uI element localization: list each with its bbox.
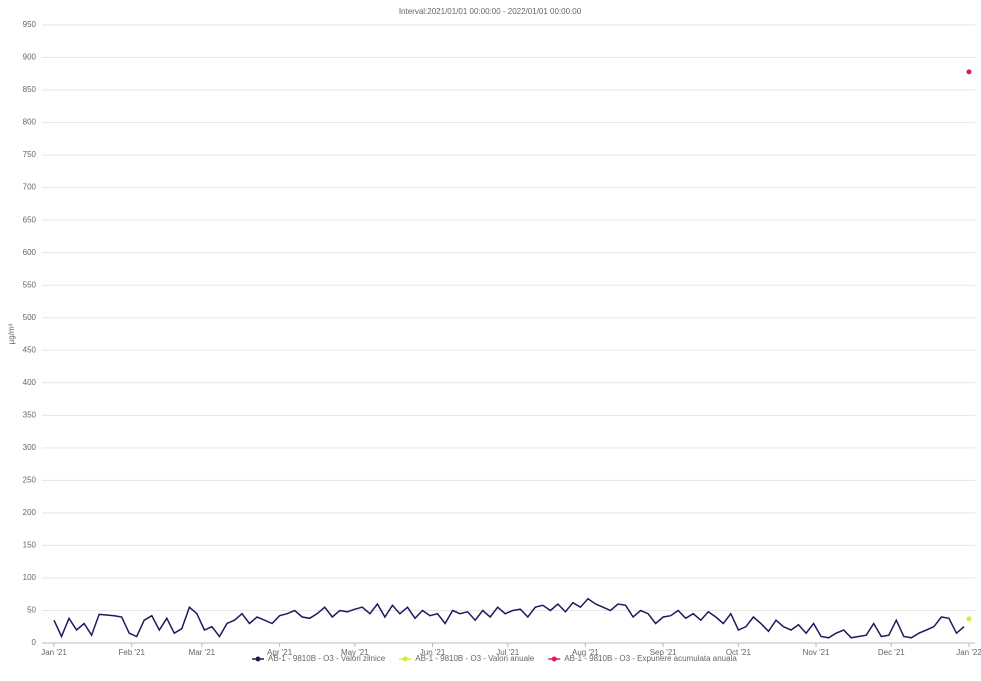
y-tick-label: 900 [23,53,37,62]
x-tick-label: Jun '21 [420,648,446,657]
x-tick-label: Jan '21 [41,648,67,657]
y-tick-label: 300 [23,443,37,452]
y-tick-label: 400 [23,378,37,387]
point [966,616,972,622]
x-tick-label: Mar '21 [189,648,216,657]
y-tick-label: 600 [23,248,37,257]
y-tick-label: 150 [23,541,37,550]
y-tick-label: 250 [23,475,37,484]
x-tick-label: Jul '21 [496,648,519,657]
x-tick-label: Jan '22 [956,648,981,657]
legend-marker [255,656,261,662]
legend-label: AB-1 - 9810B - O3 - Valori anuale [415,654,535,663]
y-tick-label: 550 [23,280,37,289]
x-tick-label: Dec '21 [878,648,905,657]
y-tick-label: 950 [23,20,37,29]
line-series [53,597,965,639]
x-tick-label: Aug '21 [572,648,599,657]
legend-marker [551,656,557,662]
y-tick-label: 0 [32,638,37,647]
y-tick-label: 750 [23,150,37,159]
chart-title: Interval:2021/01/01 00:00:00 - 2022/01/0… [399,7,582,16]
y-tick-label: 200 [23,508,37,517]
x-tick-label: Apr '21 [267,648,293,657]
y-tick-label: 50 [27,606,36,615]
y-tick-label: 450 [23,345,37,354]
legend-label: AB-1 - 9810B - O3 - Expunere acumulata a… [564,654,737,663]
y-tick-label: 800 [23,118,37,127]
point [966,69,972,75]
y-tick-label: 350 [23,410,37,419]
y-tick-label: 500 [23,313,37,322]
x-tick-label: Sep '21 [650,648,677,657]
legend-marker [402,656,408,662]
x-tick-label: May '21 [341,648,369,657]
y-tick-label: 850 [23,85,37,94]
x-tick-label: Nov '21 [803,648,830,657]
y-tick-label: 100 [23,573,37,582]
x-tick-label: Oct '21 [726,648,752,657]
y-axis-label: µg/m³ [7,323,16,344]
x-tick-label: Feb '21 [118,648,145,657]
legend-label: AB-1 - 9810B - O3 - Valori zilnice [268,654,386,663]
y-tick-label: 650 [23,215,37,224]
y-tick-label: 700 [23,183,37,192]
